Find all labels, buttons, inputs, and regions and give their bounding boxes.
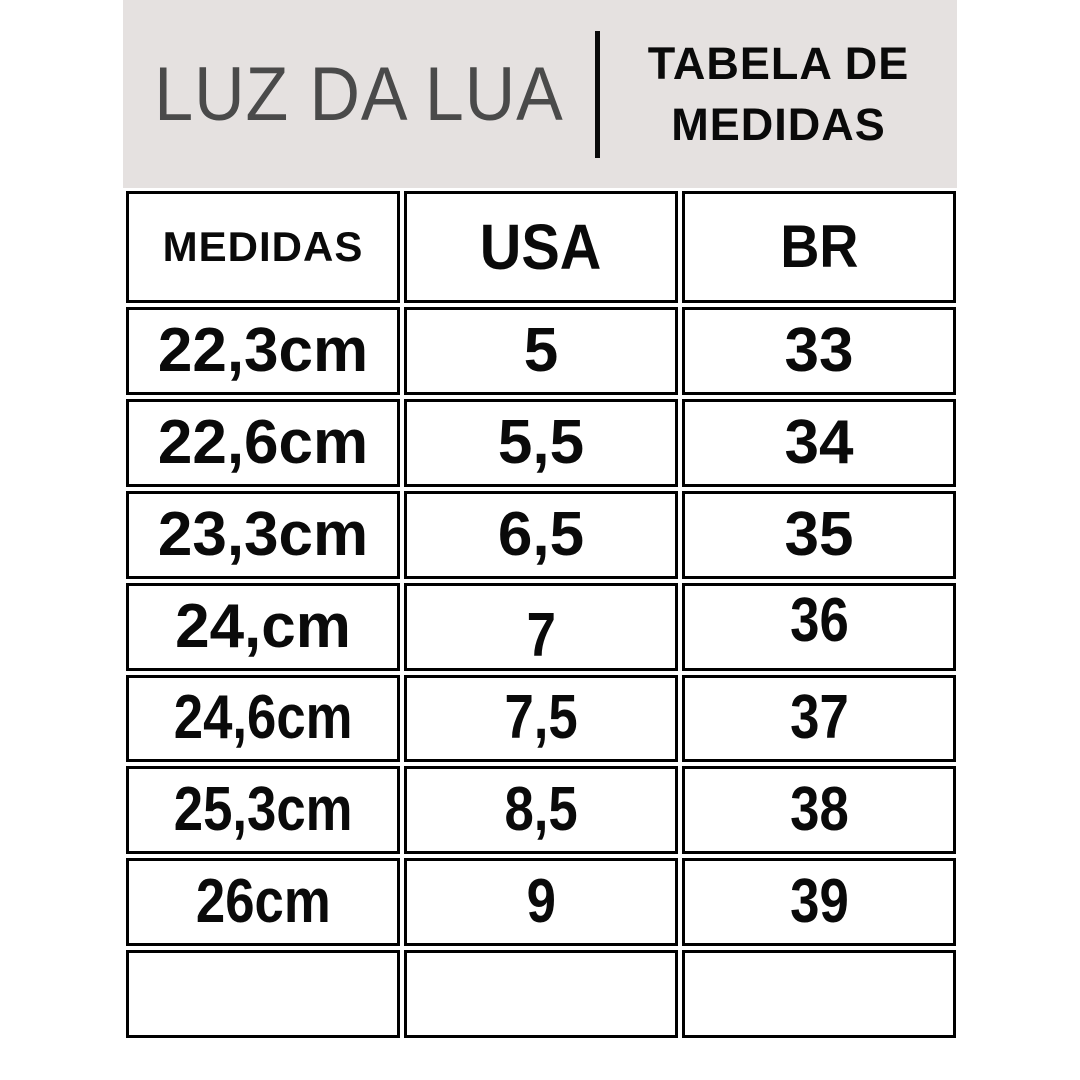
cell-text: 35 — [784, 499, 854, 569]
cell-text: 26cm — [195, 867, 331, 937]
cell-text: 23,3cm — [157, 499, 369, 569]
page-title-line2: MEDIDAS — [671, 99, 886, 150]
cell-text: 24,cm — [175, 591, 351, 661]
cell-text: 7 — [526, 600, 556, 670]
col-header-usa: USA — [404, 191, 678, 303]
table-cell: 37 — [682, 674, 956, 763]
table-cell: 5,5 — [404, 398, 678, 487]
table-cell: 39 — [682, 858, 956, 947]
cell-text: 5,5 — [497, 407, 585, 477]
table-cell: 33 — [682, 307, 956, 395]
col-header-label: BR — [779, 213, 858, 280]
cell-text: 36 — [789, 585, 849, 655]
cell-text: 33 — [784, 315, 854, 385]
cell-text: 6,5 — [497, 499, 585, 569]
table-cell: 38 — [682, 766, 956, 855]
cell-text: 5 — [523, 315, 559, 385]
brand-logo: LUZ DA LUA — [154, 51, 564, 137]
col-header-medidas: MEDIDAS — [126, 191, 400, 303]
cell-text: 7,5 — [504, 683, 578, 753]
empty-cell — [126, 950, 400, 1038]
cell-text: 22,6cm — [157, 407, 369, 477]
col-header-label: USA — [480, 211, 602, 283]
table-cell: 34 — [682, 398, 956, 487]
table-cell: 23,3cm — [126, 490, 400, 579]
table-cell: 22,6cm — [126, 398, 400, 487]
page-title: TABELA DE MEDIDAS — [600, 33, 957, 155]
table-cell: 36 — [682, 582, 956, 671]
table-cell: 22,3cm — [126, 307, 400, 395]
vertical-divider — [595, 30, 600, 158]
cell-text: 39 — [789, 867, 849, 937]
cell-text: 25,3cm — [173, 775, 353, 845]
table-cell: 35 — [682, 490, 956, 579]
table-cell: 8,5 — [404, 766, 678, 855]
brand-header: LUZ DA LUA TABELA DE MEDIDAS — [123, 0, 957, 188]
size-table: MEDIDAS USA BR 22,3cm 5 33 22,6cm 5,5 34… — [126, 191, 956, 1038]
empty-cell — [682, 950, 956, 1038]
table-cell: 25,3cm — [126, 766, 400, 855]
cell-text: 38 — [789, 775, 849, 845]
table-cell: 7,5 — [404, 674, 678, 763]
cell-text: 8,5 — [504, 775, 578, 845]
cell-text: 22,3cm — [157, 315, 369, 385]
empty-cell — [404, 950, 678, 1038]
cell-text: 9 — [526, 867, 556, 937]
table-cell: 26cm — [126, 858, 400, 947]
col-header-label: MEDIDAS — [162, 223, 364, 270]
table-cell: 7 — [404, 582, 678, 671]
table-cell: 24,6cm — [126, 674, 400, 763]
page-title-line1: TABELA DE — [647, 38, 910, 89]
cell-text: 34 — [784, 407, 854, 477]
col-header-br: BR — [682, 191, 956, 303]
table-cell: 9 — [404, 858, 678, 947]
cell-text: 37 — [789, 683, 849, 753]
table-cell: 6,5 — [404, 490, 678, 579]
cell-text: 24,6cm — [173, 683, 353, 753]
table-cell: 24,cm — [126, 582, 400, 671]
table-cell: 5 — [404, 307, 678, 395]
